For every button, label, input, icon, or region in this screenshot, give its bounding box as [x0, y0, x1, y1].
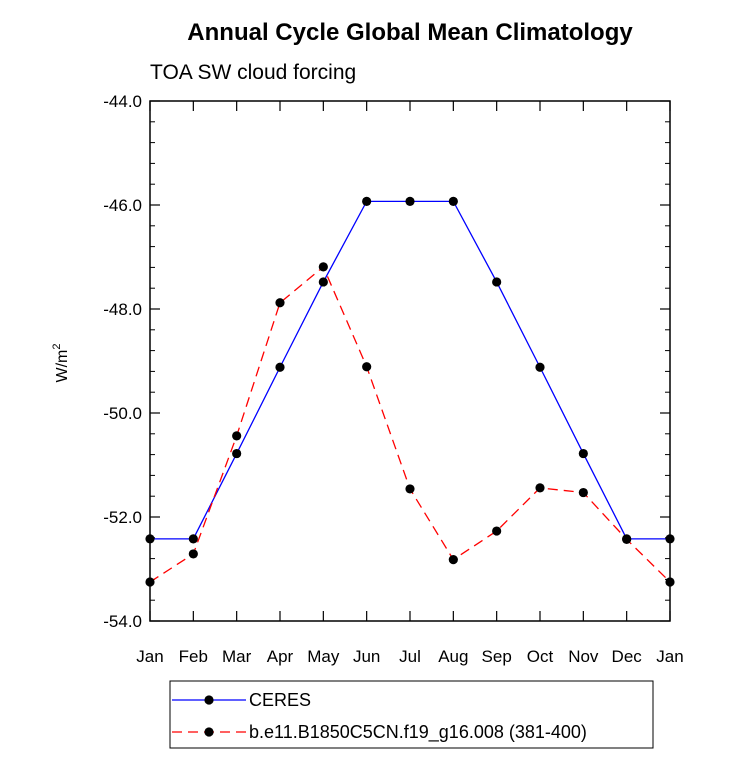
x-tick-label: Mar — [222, 647, 252, 666]
y-axis-label-superscript: 2 — [51, 344, 63, 350]
series-line — [149, 265, 671, 583]
data-point — [535, 362, 545, 372]
data-point — [318, 277, 328, 287]
data-point — [448, 196, 458, 206]
x-tick-label: Apr — [267, 647, 294, 666]
x-tick-label: Jan — [656, 647, 683, 666]
data-point — [405, 196, 415, 206]
data-point — [492, 277, 502, 287]
data-point — [188, 549, 198, 559]
series-model — [145, 262, 675, 587]
legend-label: CERES — [249, 690, 311, 710]
y-tick-label: -44.0 — [103, 92, 142, 111]
x-tick-label: Feb — [179, 647, 208, 666]
x-tick-label: Jul — [399, 647, 421, 666]
data-point — [188, 534, 198, 544]
data-point — [362, 362, 372, 372]
legend-item: CERES — [172, 690, 311, 710]
data-point — [405, 484, 415, 494]
series-layer — [145, 196, 675, 587]
y-tick-label: -52.0 — [103, 508, 142, 527]
data-point — [448, 555, 458, 565]
data-point — [578, 487, 588, 498]
legend: CERES b.e11.B1850C5CN.f19_g16.008 (381-40… — [169, 680, 654, 749]
y-tick-label: -54.0 — [103, 612, 142, 631]
y-axis-label-text: W/m — [54, 350, 71, 383]
x-tick-label: Oct — [527, 647, 554, 666]
data-point — [232, 448, 242, 459]
data-point — [492, 526, 502, 536]
axis-ticks — [149, 100, 671, 622]
y-tick-label: -46.0 — [103, 196, 142, 215]
x-tick-label: Sep — [482, 647, 512, 666]
x-tick-label: Aug — [438, 647, 468, 666]
plot-frame — [149, 100, 671, 622]
chart-title: Annual Cycle Global Mean Climatology — [187, 19, 633, 46]
data-point — [535, 483, 545, 493]
series-ceres — [145, 196, 675, 544]
data-point — [275, 362, 285, 372]
y-axis-label: W/m2 — [51, 344, 71, 383]
data-point — [318, 262, 328, 272]
x-tick-label: May — [307, 647, 340, 666]
svg-text:W/m2: W/m2 — [51, 344, 71, 383]
data-point — [232, 431, 242, 441]
x-tick-label: Jan — [136, 647, 163, 666]
data-point — [578, 448, 588, 459]
legend-item: b.e11.B1850C5CN.f19_g16.008 (381-400) — [172, 722, 587, 743]
legend-label: b.e11.B1850C5CN.f19_g16.008 (381-400) — [249, 722, 587, 743]
y-tick-label: -50.0 — [103, 404, 142, 423]
x-tick-label: Jun — [353, 647, 380, 666]
legend-marker — [204, 695, 214, 705]
y-tick-label: -48.0 — [103, 300, 142, 319]
x-tick-label: Nov — [568, 647, 599, 666]
data-point — [362, 196, 372, 206]
data-point — [275, 298, 285, 308]
legend-marker — [204, 727, 214, 737]
data-point — [622, 534, 632, 544]
legend-box — [169, 680, 654, 749]
chart-subtitle: TOA SW cloud forcing — [150, 61, 356, 84]
y-tick-labels: -54.0 -52.0 -50.0 -48.0 -46.0 -44.0 — [103, 92, 142, 631]
x-tick-labels: Jan Feb Mar Apr May Jun Jul Aug Sep Oct Nov Dec Jan — [136, 647, 683, 666]
x-tick-label: Dec — [612, 647, 643, 666]
